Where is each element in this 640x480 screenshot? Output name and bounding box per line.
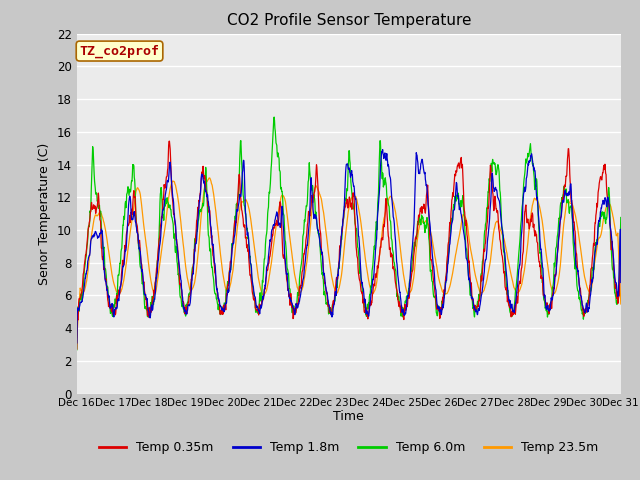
X-axis label: Time: Time — [333, 410, 364, 423]
Y-axis label: Senor Temperature (C): Senor Temperature (C) — [38, 143, 51, 285]
Title: CO2 Profile Sensor Temperature: CO2 Profile Sensor Temperature — [227, 13, 471, 28]
Legend: Temp 0.35m, Temp 1.8m, Temp 6.0m, Temp 23.5m: Temp 0.35m, Temp 1.8m, Temp 6.0m, Temp 2… — [94, 436, 604, 459]
Text: TZ_co2prof: TZ_co2prof — [79, 44, 159, 58]
